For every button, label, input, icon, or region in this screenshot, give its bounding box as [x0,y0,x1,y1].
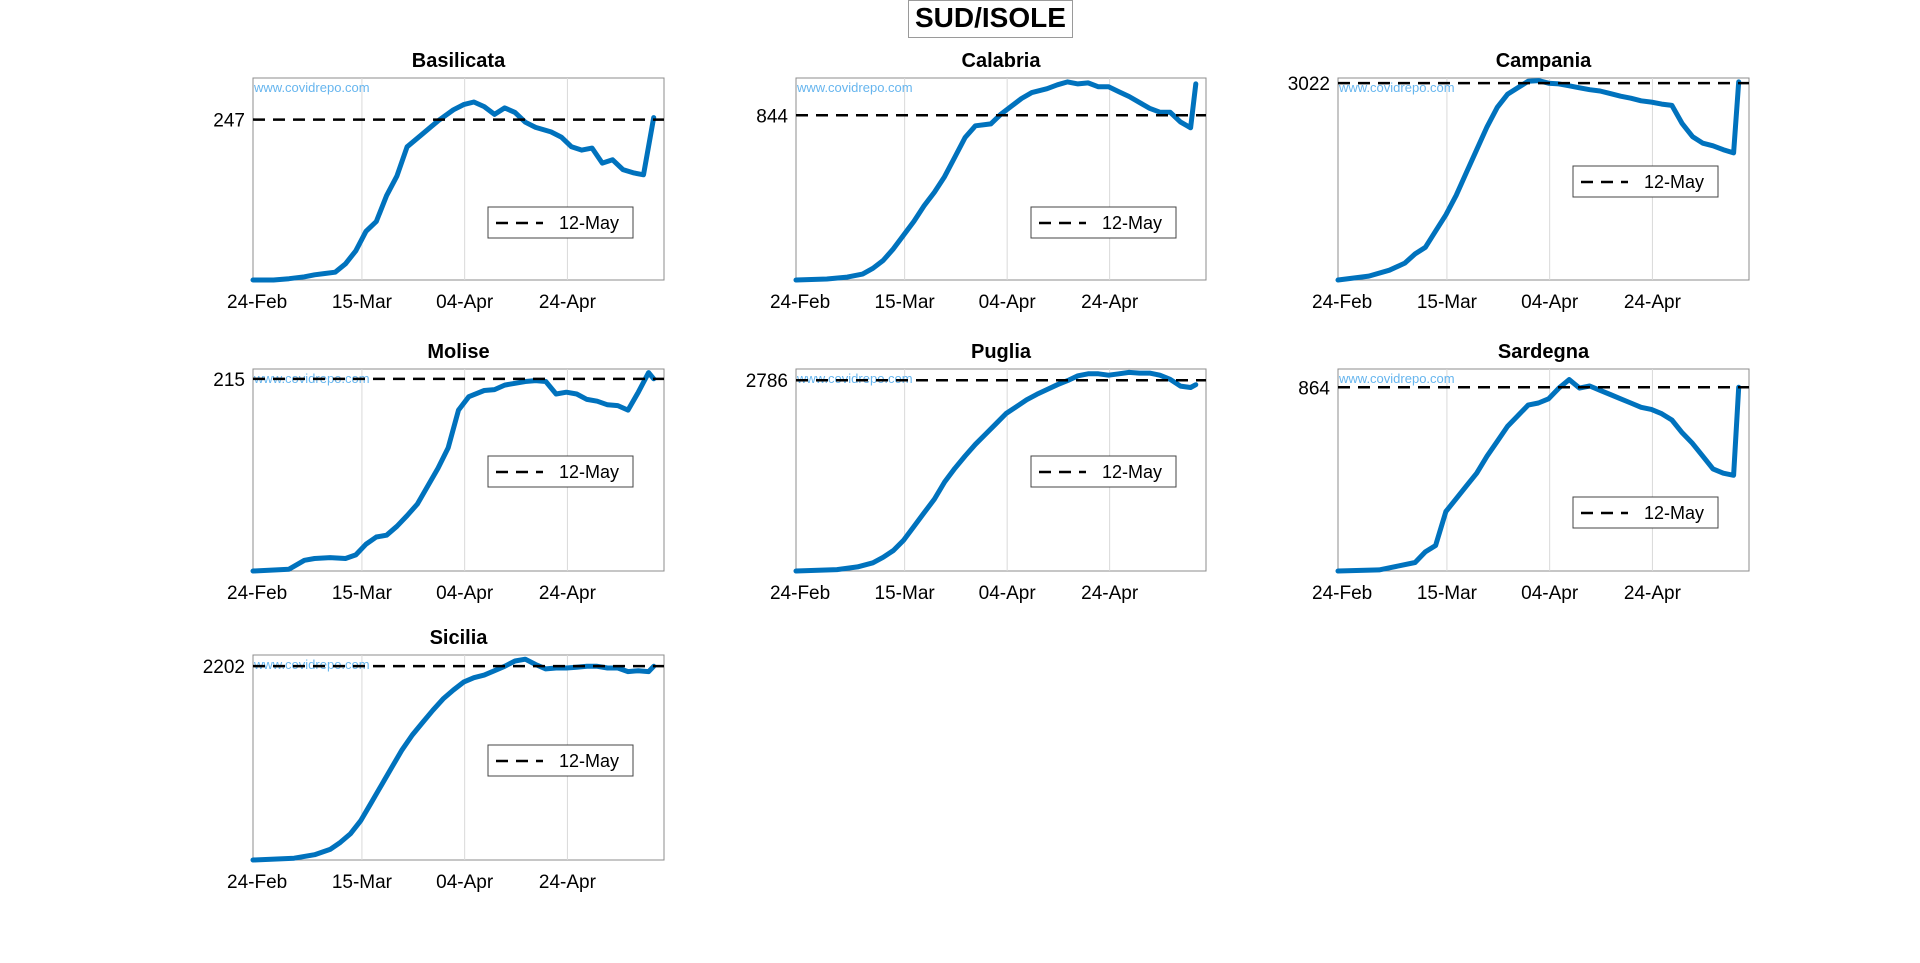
legend-label: 12-May [1644,172,1704,192]
subplot-campania: 24-Feb 15-Mar 04-Apr 24-Apr www.covidrepo.co… [1288,50,1750,313]
y-tick-label: 215 [213,370,245,391]
x-tick-label: 04-Apr [1521,292,1579,313]
legend-label: 12-May [559,462,619,482]
x-tick-label: 24-Apr [1081,292,1139,313]
x-tick-label: 04-Apr [979,292,1037,313]
x-tick-label: 24-Feb [770,583,830,604]
y-tick-label: 2202 [203,657,245,678]
legend: 12-May [487,206,634,239]
series-line [793,79,1199,283]
subplot-basilicata: 24-Feb 15-Mar 04-Apr 24-Apr www.covidrepo.co… [213,50,665,313]
x-tick-label: 24-Apr [539,583,597,604]
subplot-puglia: 24-Feb 15-Mar 04-Apr 24-Apr www.covidrepo.co… [746,341,1207,604]
subplot-calabria: 24-Feb 15-Mar 04-Apr 24-Apr www.covidrepo.co… [756,50,1207,313]
subplot-title: Molise [427,341,489,363]
y-tick-label: 2786 [746,371,788,392]
y-tick-label: 864 [1298,378,1330,399]
subplot-title: Sardegna [1498,341,1590,363]
subplot-sardegna: 24-Feb 15-Mar 04-Apr 24-Apr www.covidrepo.co… [1298,341,1750,604]
axes-box [252,77,665,281]
legend-label: 12-May [1102,462,1162,482]
legend: 12-May [1030,206,1177,239]
subplot-sicilia: 24-Feb 15-Mar 04-Apr 24-Apr www.covidrepo.co… [203,627,665,893]
legend-box [487,744,634,777]
x-tick-label: 24-Apr [1081,583,1139,604]
legend-box [1030,206,1177,239]
y-tick-label: 3022 [1288,74,1330,95]
x-tick-label: 15-Mar [332,583,393,604]
x-tick-label: 24-Feb [227,872,287,893]
y-tick-label: 844 [756,106,788,127]
figure-title: SUD/ISOLE [908,0,1073,38]
x-tick-label: 04-Apr [436,872,494,893]
legend-label: 12-May [1644,503,1704,523]
legend-box [487,206,634,239]
legend-box [1030,455,1177,488]
legend: 12-May [487,744,634,777]
watermark: www.covidrepo.com [253,80,370,95]
watermark: www.covidrepo.com [253,657,370,672]
x-tick-label: 24-Apr [1624,292,1682,313]
watermark: www.covidrepo.com [796,371,913,386]
x-tick-label: 15-Mar [1417,583,1478,604]
legend-box [487,455,634,488]
x-tick-label: 15-Mar [332,292,393,313]
series-line [1335,377,1742,574]
x-tick-label: 24-Apr [539,292,597,313]
watermark: www.covidrepo.com [796,80,913,95]
x-tick-label: 15-Mar [875,292,936,313]
x-tick-label: 24-Feb [770,292,830,313]
x-tick-label: 04-Apr [436,292,494,313]
legend-label: 12-May [1102,213,1162,233]
subplot-title: Puglia [971,341,1032,363]
x-tick-label: 24-Apr [539,872,597,893]
y-tick-label: 247 [213,111,245,132]
legend: 12-May [487,455,634,488]
axes-box [795,77,1207,281]
legend: 12-May [1572,496,1719,529]
series-line [793,369,1199,574]
x-tick-label: 24-Feb [227,292,287,313]
subplot-title: Calabria [962,50,1042,72]
x-tick-label: 04-Apr [979,583,1037,604]
x-tick-label: 24-Feb [1312,292,1372,313]
legend-label: 12-May [559,751,619,771]
legend: 12-May [1030,455,1177,488]
x-tick-label: 24-Feb [227,583,287,604]
legend-label: 12-May [559,213,619,233]
watermark: www.covidrepo.com [253,371,370,386]
x-tick-label: 24-Apr [1624,583,1682,604]
series-line [250,370,657,574]
x-tick-label: 15-Mar [875,583,936,604]
legend-box [1572,165,1719,198]
subplot-title: Campania [1496,50,1592,72]
x-tick-label: 04-Apr [436,583,494,604]
watermark: www.covidrepo.com [1338,371,1455,386]
legend-box [1572,496,1719,529]
x-tick-label: 15-Mar [1417,292,1478,313]
x-tick-label: 24-Feb [1312,583,1372,604]
subplot-title: Sicilia [430,627,489,649]
x-tick-label: 15-Mar [332,872,393,893]
subplot-molise: 24-Feb 15-Mar 04-Apr 24-Apr www.covidrepo.co… [213,341,665,604]
x-tick-label: 04-Apr [1521,583,1579,604]
subplot-title: Basilicata [412,50,506,72]
legend: 12-May [1572,165,1719,198]
watermark: www.covidrepo.com [1338,80,1455,95]
series-line [250,99,657,283]
